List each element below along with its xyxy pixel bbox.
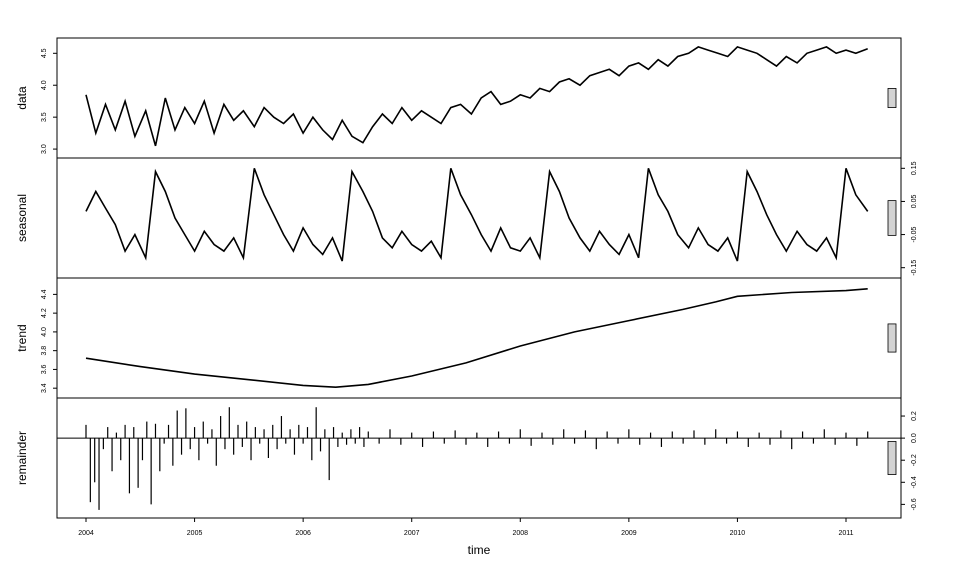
ytick-label: 3.8	[41, 346, 48, 356]
ytick-label: 3.6	[41, 364, 48, 374]
xtick-label: 2010	[730, 530, 746, 537]
panel-frame-seasonal	[56, 157, 902, 279]
xtick-label: 2006	[295, 530, 311, 537]
ytick-label: 0.2	[911, 411, 918, 421]
xtick-label: 2005	[187, 530, 203, 537]
panel-frame-data	[56, 37, 902, 159]
ytick-label: 0.05	[911, 195, 918, 209]
ytick-label: -0.6	[911, 498, 918, 510]
scale-bar-data	[887, 88, 897, 108]
panel-ylabel-remainder: remainder	[15, 431, 29, 485]
ytick-label: 3.4	[41, 383, 48, 393]
ytick-label: 3.0	[41, 144, 48, 154]
ytick-label: -0.2	[911, 454, 918, 466]
ytick-label: 0.0	[911, 433, 918, 443]
panel-frame-remainder	[56, 397, 902, 519]
ytick-label: -0.05	[911, 226, 918, 242]
panel-ylabel-data: data	[15, 86, 29, 110]
xtick-label: 2004	[78, 530, 94, 537]
ytick-label: 4.4	[41, 289, 48, 299]
scale-bar-remainder	[887, 441, 897, 475]
ytick-label: 4.0	[41, 327, 48, 337]
xtick-label: 2011	[838, 530, 853, 537]
ytick-label: -0.15	[911, 260, 918, 276]
ytick-label: 0.15	[911, 161, 918, 175]
ytick-label: 3.5	[41, 112, 48, 122]
xtick-label: 2009	[621, 530, 637, 537]
ytick-label: 4.2	[41, 308, 48, 318]
ytick-label: 4.5	[41, 48, 48, 58]
xtick-label: 2007	[404, 530, 420, 537]
xtick-label: 2008	[512, 530, 528, 537]
scale-bar-seasonal	[887, 200, 897, 236]
series-line-seasonal	[85, 168, 869, 262]
panel-frame-trend	[56, 277, 902, 399]
scale-bar-trend	[887, 323, 897, 353]
panel-ylabel-seasonal: seasonal	[15, 194, 29, 242]
x-axis-title: time	[468, 543, 491, 557]
series-line-trend	[85, 288, 868, 389]
series-line-data	[85, 45, 868, 147]
ytick-label: -0.4	[911, 476, 918, 488]
panel-ylabel-trend: trend	[15, 324, 29, 351]
ytick-label: 4.0	[41, 80, 48, 90]
